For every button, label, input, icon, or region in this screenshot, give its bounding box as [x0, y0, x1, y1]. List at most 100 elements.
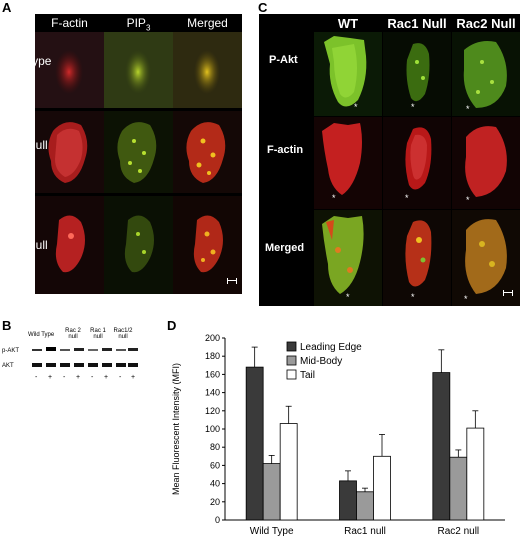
- star-c-1: *: [354, 102, 358, 112]
- panel-a-image: F-actin PIP3 Merged Wild Type Rac1Null R…: [0, 14, 242, 294]
- sign-2: +: [48, 374, 53, 381]
- legend-label-1: Mid-Body: [300, 356, 342, 367]
- sign-1: -: [35, 374, 38, 381]
- sign-8: +: [131, 374, 136, 381]
- cell-a-wt-pip: [104, 32, 173, 108]
- cell-c-rac2-merged: *: [452, 210, 520, 306]
- blot-bands: [32, 347, 138, 367]
- legend-label-0: Leading Edge: [300, 342, 362, 353]
- y-tick-label: 80: [210, 442, 220, 452]
- y-tick-label: 160: [205, 369, 220, 379]
- star-c-9: *: [464, 294, 468, 304]
- blot-group-rac1: Rac 1 null: [90, 328, 106, 340]
- bar-1-0: [262, 463, 281, 521]
- cell-c-wt-pakt: *: [314, 32, 382, 116]
- cell-a-wt-factin: [35, 32, 104, 108]
- rowlabel-c-merged: Merged: [265, 242, 305, 254]
- bar-1-1: [356, 491, 374, 521]
- x-tick-label: Rac1 null: [344, 526, 386, 537]
- y-tick-label: 0: [215, 515, 220, 525]
- y-tick-label: 100: [205, 424, 220, 434]
- sign-7: -: [119, 374, 122, 381]
- band-akt-2: [46, 363, 56, 367]
- sign-5: -: [91, 374, 94, 381]
- band-pakt-6: [102, 348, 112, 351]
- cell-c-rac1-pakt: *: [383, 32, 451, 116]
- y-tick-label: 200: [205, 333, 220, 343]
- blot-row-akt: AKT: [2, 363, 14, 369]
- star-c-3: *: [466, 104, 470, 114]
- cell-a-rac2-factin: [35, 196, 104, 294]
- cell-c-rac2-pakt: *: [452, 32, 520, 116]
- band-pakt-1: [32, 349, 42, 351]
- cell-c-rac1-merged: *: [383, 210, 451, 306]
- cell-a-rac2-pip: [104, 196, 173, 294]
- y-tick-label: 40: [210, 479, 220, 489]
- bar-0-2: [432, 372, 451, 521]
- y-axis-label: Mean Fluorescent Intensity (MFI): [171, 363, 181, 495]
- rowlabel-a-rac2null: Rac2Null: [0, 238, 48, 252]
- x-tick-label: Rac2 null: [437, 526, 479, 537]
- panel-d-letter: D: [167, 318, 177, 333]
- blot-group-wildtype: Wild Type: [28, 332, 55, 338]
- band-akt-3: [60, 363, 70, 367]
- band-pakt-7: [116, 349, 126, 351]
- band-pakt-5: [88, 349, 98, 351]
- panel-c-letter: C: [258, 0, 268, 15]
- band-akt-8: [128, 363, 138, 367]
- sign-3: -: [63, 374, 66, 381]
- pip-label: PIP: [126, 16, 146, 30]
- cell-a-wt-merged: [173, 32, 242, 108]
- bar-2-0: [279, 423, 298, 521]
- cell-c-wt-merged: *: [314, 210, 382, 306]
- y-tick-label: 120: [205, 406, 220, 416]
- y-tick-label: 180: [205, 351, 220, 361]
- star-c-6: *: [466, 195, 470, 205]
- scale-bar-c: [503, 290, 513, 296]
- rowlabel-a-rac1null: Rac1Null: [0, 138, 48, 152]
- band-pakt-4: [74, 348, 84, 351]
- blot-row-pakt: p-AKT: [2, 348, 20, 354]
- band-akt-4: [74, 363, 84, 367]
- star-c-4: *: [332, 193, 336, 203]
- y-tick-label: 20: [210, 497, 220, 507]
- cell-a-rac1-factin: [35, 111, 104, 193]
- band-pakt-3: [60, 349, 70, 351]
- panel-a-letter: A: [2, 0, 12, 15]
- legend-label-2: Tail: [300, 370, 315, 381]
- star-c-2: *: [411, 102, 415, 112]
- panel-a-col-pip: PIP3: [104, 16, 173, 32]
- legend-box: [283, 338, 383, 384]
- band-pakt-2: [46, 347, 56, 351]
- panel-c-col-rac1: Rac1 Null: [387, 16, 447, 31]
- scale-bar-a: [227, 278, 237, 284]
- panel-a-col-factin: F-actin: [51, 16, 88, 30]
- band-akt-5: [88, 363, 98, 367]
- legend-swatch-2: [286, 369, 297, 380]
- sign-6: +: [104, 374, 109, 381]
- panel-a-col-merged: Merged: [187, 16, 228, 30]
- panel-c-col-rac2: Rac2 Null: [456, 16, 516, 31]
- blot-signs: - + - + - + - +: [30, 374, 140, 384]
- bar-2-1: [373, 455, 391, 521]
- band-akt-1: [32, 363, 42, 367]
- panel-b-letter: B: [2, 318, 12, 333]
- bar-2-2: [466, 427, 485, 521]
- band-pakt-8: [128, 348, 138, 351]
- panel-c-col-wt: WT: [337, 16, 359, 31]
- cell-c-rac1-factin: *: [383, 117, 451, 209]
- cell-c-rac2-factin: *: [452, 117, 520, 209]
- bar-1-2: [449, 456, 468, 521]
- y-tick-label: 140: [205, 388, 220, 398]
- cell-a-rac2-merged: [173, 196, 242, 294]
- bar-0-1: [339, 480, 357, 521]
- panel-b-blot: Wild Type Rac 2 null Rac 1 null Rac1/2 n…: [0, 326, 160, 386]
- panel-c-image: WT Rac1 Null Rac2 Null P-Akt F-actin Mer…: [259, 14, 520, 306]
- star-c-8: *: [411, 292, 415, 302]
- mfi-bar-chart: 0 20 40 60 80 100 120 140 160 180 200 Mean Fluoresc…: [171, 333, 505, 537]
- star-c-5: *: [405, 193, 409, 203]
- pip-subscript: 3: [145, 23, 151, 33]
- band-akt-7: [116, 363, 126, 367]
- bar-0-0: [245, 366, 264, 521]
- band-akt-6: [102, 363, 112, 367]
